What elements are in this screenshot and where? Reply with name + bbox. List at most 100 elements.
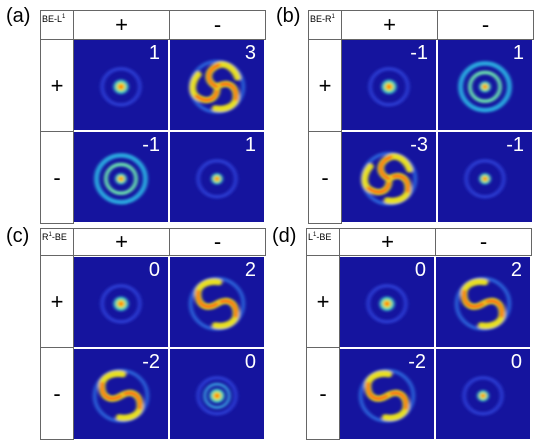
topological-charge-label: 1 xyxy=(512,42,524,64)
intensity-plot xyxy=(358,368,416,423)
intensity-pattern xyxy=(100,284,142,324)
column-header-sign: - xyxy=(170,10,266,40)
topological-charge-label: 0 xyxy=(414,259,426,281)
row-header-sign: + xyxy=(40,40,74,132)
label-main: BE-L xyxy=(42,14,63,24)
inner-ring xyxy=(104,162,138,195)
inner-ring xyxy=(203,382,231,409)
column-header-sign: - xyxy=(170,228,266,256)
intensity-plot xyxy=(458,61,512,113)
beam-intensity-image: 0 xyxy=(340,257,434,347)
topological-charge-label: 2 xyxy=(510,259,522,281)
corner-label: BE-L 1 xyxy=(40,10,74,40)
intensity-pattern xyxy=(196,376,238,416)
spiral-arm-core xyxy=(366,381,389,400)
intensity-pattern xyxy=(188,276,246,331)
row-header-sign: + xyxy=(308,40,342,132)
beam-intensity-image: 2 xyxy=(436,257,530,347)
outer-ring xyxy=(366,284,408,324)
spiral-arm-core xyxy=(100,381,123,400)
intensity-plot xyxy=(454,276,512,331)
beam-intensity-image: 0 xyxy=(74,257,168,347)
central-spot xyxy=(112,295,130,312)
beam-intensity-image: -3 xyxy=(342,132,436,222)
intensity-plot xyxy=(368,67,410,107)
beam-intensity-image: 2 xyxy=(170,257,264,347)
label-suffix: -BE xyxy=(316,232,332,242)
central-spot xyxy=(114,172,128,186)
outer-ring xyxy=(100,67,142,107)
central-spot xyxy=(210,172,224,186)
spiral-arm-core xyxy=(379,155,393,181)
intensity-pattern xyxy=(360,151,418,206)
column-header-sign: + xyxy=(74,10,170,40)
column-header-sign: + xyxy=(342,10,438,40)
central-spot xyxy=(380,78,398,95)
intensity-pattern xyxy=(458,61,512,113)
row-header-sign: - xyxy=(40,348,74,440)
panel-letter: (d) xyxy=(272,225,297,247)
topological-charge-label: 1 xyxy=(148,42,160,64)
outer-ring xyxy=(100,284,142,324)
topological-charge-label: -1 xyxy=(142,134,160,156)
central-spot xyxy=(378,295,396,312)
corner-label: R 1 -BE xyxy=(40,228,74,256)
beam-intensity-image: -2 xyxy=(340,349,434,439)
intensity-plot xyxy=(366,284,408,324)
intensity-plot xyxy=(100,284,142,324)
topological-charge-label: -1 xyxy=(410,42,428,64)
beam-intensity-image: 0 xyxy=(436,349,530,439)
intensity-pattern xyxy=(462,376,504,416)
row-header-sign: + xyxy=(306,256,340,348)
label-subscript: 1 xyxy=(313,232,317,238)
topological-charge-label: 0 xyxy=(148,259,160,281)
row-header-sign: - xyxy=(306,348,340,440)
intensity-pattern xyxy=(100,67,142,107)
topological-charge-label: 1 xyxy=(244,134,256,156)
outer-ring xyxy=(368,67,410,107)
outer-ring xyxy=(458,61,512,113)
inner-ring xyxy=(468,70,502,104)
label-subscript: 1 xyxy=(62,14,66,20)
intensity-plot xyxy=(188,276,246,331)
topological-charge-label: 0 xyxy=(510,351,522,373)
beam-intensity-image: 3 xyxy=(170,40,264,130)
outer-ring xyxy=(196,159,238,199)
label-main: R xyxy=(42,232,49,242)
beam-intensity-image: -1 xyxy=(74,132,168,222)
topological-charge-label: -3 xyxy=(410,134,428,156)
intensity-pattern xyxy=(368,67,410,107)
spiral-arm-core xyxy=(207,63,221,89)
topological-charge-label: -2 xyxy=(142,351,160,373)
intensity-plot xyxy=(100,67,142,107)
intensity-pattern xyxy=(366,284,408,324)
intensity-plot xyxy=(360,151,418,206)
row-header-sign: - xyxy=(40,132,74,224)
panel-letter: (a) xyxy=(6,5,31,27)
label-main: L xyxy=(308,232,314,242)
outer-ring xyxy=(188,276,246,331)
column-header-sign: - xyxy=(436,228,532,256)
intensity-pattern xyxy=(464,159,506,199)
spiral-arm-core xyxy=(462,289,485,308)
column-header-sign: - xyxy=(438,10,534,40)
column-header-sign: + xyxy=(340,228,436,256)
outer-ring xyxy=(454,276,512,331)
row-header-sign: + xyxy=(40,256,74,348)
topological-charge-label: 0 xyxy=(244,351,256,373)
intensity-plot xyxy=(196,376,238,416)
topological-charge-label: -1 xyxy=(506,134,524,156)
outer-ring xyxy=(462,376,504,416)
panel-letter: (c) xyxy=(6,225,30,247)
label-main: BE-R xyxy=(310,14,332,24)
corner-label: BE-R 1 xyxy=(308,10,342,40)
central-spot xyxy=(478,172,492,186)
label-suffix: -BE xyxy=(51,232,67,242)
beam-intensity-image: -2 xyxy=(74,349,168,439)
intensity-pattern xyxy=(92,368,150,423)
central-spot xyxy=(112,78,130,95)
column-header-sign: + xyxy=(74,228,170,256)
outer-ring xyxy=(358,368,416,423)
intensity-pattern xyxy=(196,159,238,199)
intensity-plot xyxy=(94,153,148,205)
